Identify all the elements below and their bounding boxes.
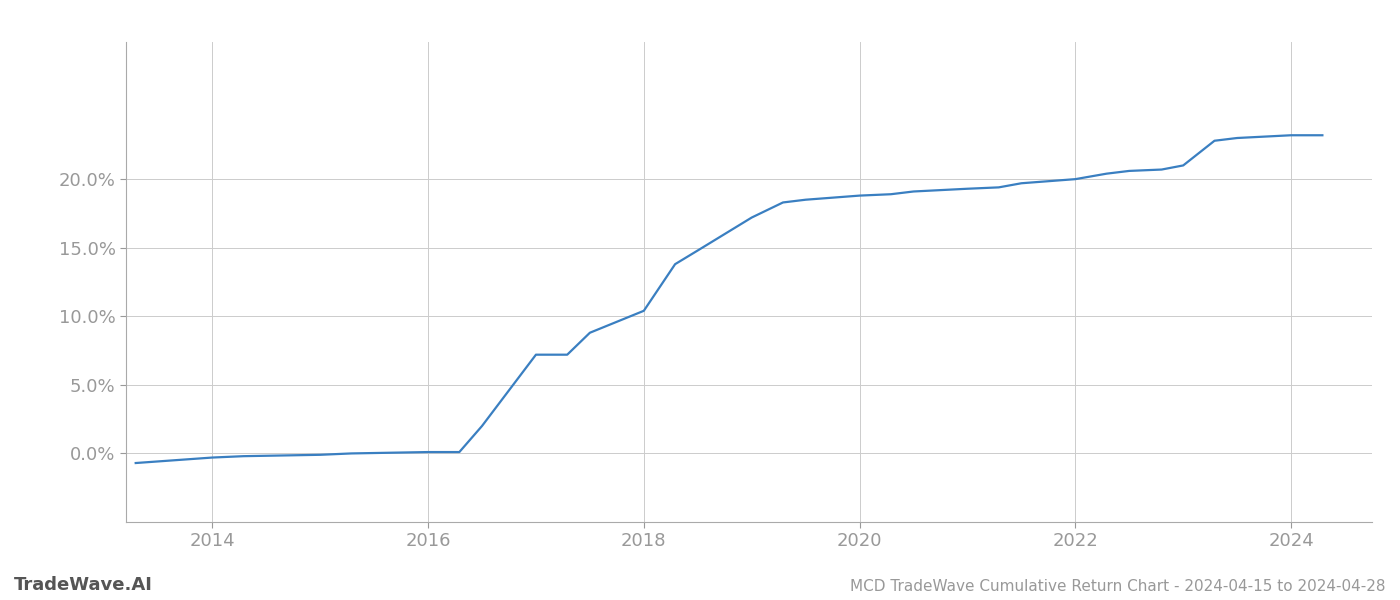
- Text: TradeWave.AI: TradeWave.AI: [14, 576, 153, 594]
- Text: MCD TradeWave Cumulative Return Chart - 2024-04-15 to 2024-04-28: MCD TradeWave Cumulative Return Chart - …: [851, 579, 1386, 594]
